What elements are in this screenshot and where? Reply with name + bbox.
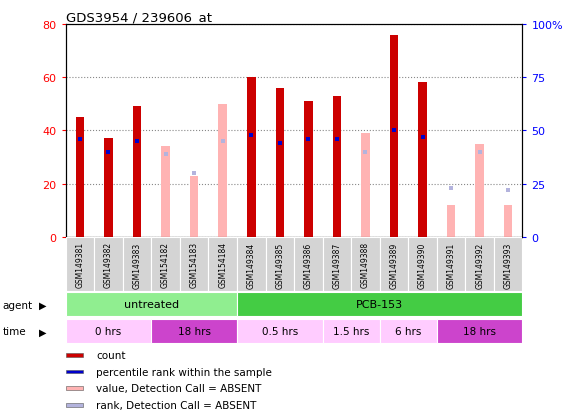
Text: agent: agent [3, 300, 33, 310]
Text: 6 hrs: 6 hrs [395, 326, 421, 336]
Text: GSM154184: GSM154184 [218, 242, 227, 288]
Bar [351, 237, 380, 291]
Text: count: count [96, 350, 126, 360]
Bar [408, 237, 437, 291]
Text: GSM149383: GSM149383 [132, 242, 142, 288]
Bar [266, 237, 294, 291]
Bar [133, 107, 142, 237]
Bar [323, 237, 351, 291]
Text: GSM149381: GSM149381 [75, 242, 85, 288]
Bar [380, 237, 408, 291]
Text: GDS3954 / 239606_at: GDS3954 / 239606_at [66, 11, 212, 24]
Bar [294, 237, 323, 291]
Text: 18 hrs: 18 hrs [178, 326, 211, 336]
Bar [151, 319, 237, 344]
Bar [66, 403, 83, 406]
Text: GSM149393: GSM149393 [504, 242, 513, 288]
Bar [180, 237, 208, 291]
Bar [104, 139, 113, 237]
Bar [304, 102, 313, 237]
Bar [437, 237, 465, 291]
Text: GSM149388: GSM149388 [361, 242, 370, 288]
Bar [237, 319, 323, 344]
Bar [66, 237, 94, 291]
Bar [66, 292, 237, 317]
Text: rank, Detection Call = ABSENT: rank, Detection Call = ABSENT [96, 400, 256, 410]
Bar [504, 206, 513, 237]
Text: untreated: untreated [124, 299, 179, 309]
Bar [361, 134, 370, 237]
Text: GSM149386: GSM149386 [304, 242, 313, 288]
Text: GSM154183: GSM154183 [190, 242, 199, 288]
Text: GSM149389: GSM149389 [389, 242, 399, 288]
Bar [66, 354, 83, 357]
Text: 0.5 hrs: 0.5 hrs [262, 326, 298, 336]
Text: ▶: ▶ [39, 300, 46, 310]
Bar [66, 387, 83, 390]
Bar [162, 147, 170, 237]
Text: PCB-153: PCB-153 [356, 299, 403, 309]
Bar [247, 78, 255, 237]
Bar [275, 89, 284, 237]
Bar [219, 104, 227, 237]
Text: GSM149391: GSM149391 [447, 242, 456, 288]
Text: GSM149382: GSM149382 [104, 242, 113, 288]
Bar [332, 97, 341, 237]
Bar [475, 145, 484, 237]
Bar [66, 370, 83, 373]
Bar [151, 237, 180, 291]
Bar [437, 319, 522, 344]
Text: value, Detection Call = ABSENT: value, Detection Call = ABSENT [96, 383, 262, 393]
Text: GSM149385: GSM149385 [275, 242, 284, 288]
Text: 0 hrs: 0 hrs [95, 326, 122, 336]
Text: GSM149384: GSM149384 [247, 242, 256, 288]
Bar [389, 36, 399, 237]
Text: percentile rank within the sample: percentile rank within the sample [96, 367, 272, 377]
Text: GSM149392: GSM149392 [475, 242, 484, 288]
Text: ▶: ▶ [39, 327, 46, 337]
Bar [380, 319, 437, 344]
Bar [66, 319, 151, 344]
Text: 18 hrs: 18 hrs [463, 326, 496, 336]
Text: 1.5 hrs: 1.5 hrs [333, 326, 369, 336]
Bar [208, 237, 237, 291]
Bar [76, 118, 85, 237]
Text: GSM149390: GSM149390 [418, 242, 427, 288]
Text: GSM149387: GSM149387 [332, 242, 341, 288]
Bar [94, 237, 123, 291]
Bar [494, 237, 522, 291]
Bar [323, 319, 380, 344]
Text: GSM154182: GSM154182 [161, 242, 170, 288]
Bar [237, 292, 522, 317]
Bar [123, 237, 151, 291]
Bar [237, 237, 266, 291]
Bar [447, 206, 456, 237]
Bar [465, 237, 494, 291]
Bar [418, 83, 427, 237]
Text: time: time [3, 327, 26, 337]
Bar [190, 176, 199, 237]
